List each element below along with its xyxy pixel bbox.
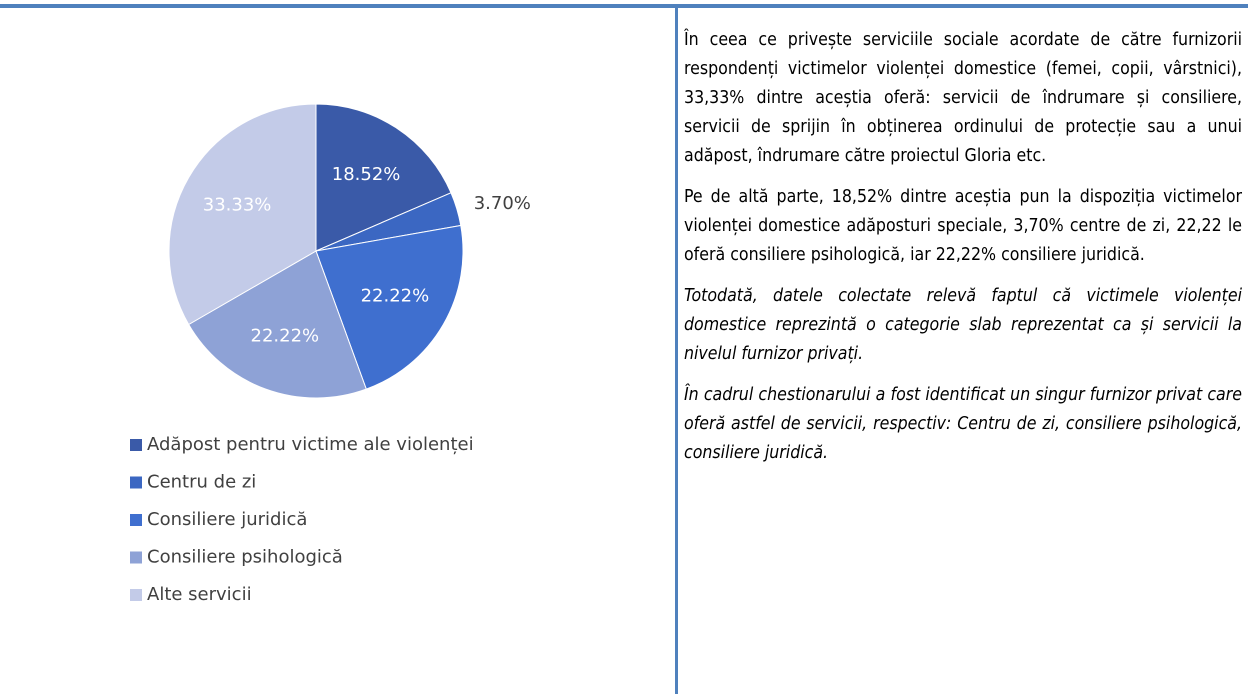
pie-slice [315,224,464,390]
data-label: 18.52% [332,164,401,185]
chart: 18.52% 3.70% 22.22% 22.22% 33.33% Adăpost pen… [130,103,531,605]
paragraph: Totodată, datele colectate relevă faptul… [684,286,1242,364]
pie-slice [315,103,452,252]
data-label: 3.70% [474,193,531,214]
legend-swatch [130,514,142,526]
legend-label: Adăpost pentru victime ale violenței [147,434,474,455]
column-rule [675,8,678,694]
pie-slice [188,250,367,399]
legend-swatch [130,476,142,489]
legend-label: Alte servicii [147,584,252,605]
pie-slice [168,103,317,326]
legend-label: Consiliere psihologică [147,547,343,568]
top-rule [0,4,1248,8]
legend-label: Consiliere juridică [147,509,307,530]
paragraph: În cadrul chestionarului a fost identifi… [684,385,1242,463]
data-label: 22.22% [361,286,430,307]
data-label: 33.33% [203,194,272,215]
legend-swatch [130,589,142,601]
paragraph: În ceea ce privește serviciile sociale a… [684,30,1242,166]
legend-swatch [130,551,142,564]
legend-label: Centru de zi [147,472,256,493]
text-column: În ceea ce privește serviciile sociale a… [684,26,1242,480]
legend-swatch [130,439,142,451]
paragraph: Pe de altă parte, 18,52% dintre aceștia … [684,187,1242,265]
data-label: 22.22% [251,326,320,347]
